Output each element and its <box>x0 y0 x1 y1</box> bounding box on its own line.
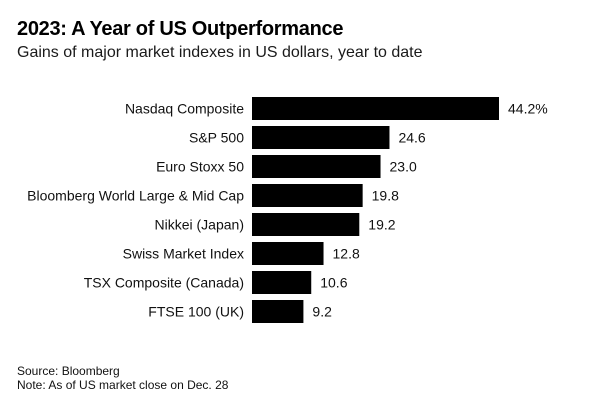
bar <box>252 213 360 236</box>
category-label: Swiss Market Index <box>123 246 244 262</box>
chart-subtitle: Gains of major market indexes in US doll… <box>17 44 423 61</box>
bar <box>252 97 499 120</box>
value-label: 19.8 <box>372 188 399 204</box>
category-label: TSX Composite (Canada) <box>84 275 244 291</box>
chart-title: 2023: A Year of US Outperformance <box>17 18 344 40</box>
bar <box>252 242 324 265</box>
value-label: 44.2% <box>508 101 548 117</box>
category-label: FTSE 100 (UK) <box>148 304 244 320</box>
category-label: S&P 500 <box>189 130 244 146</box>
category-label: Nasdaq Composite <box>125 101 244 117</box>
footnote: Note: As of US market close on Dec. 28 <box>17 378 229 392</box>
source-note: Source: Bloomberg <box>17 364 120 378</box>
value-label: 19.2 <box>368 217 395 233</box>
value-label: 12.8 <box>333 246 360 262</box>
bar <box>252 271 312 294</box>
bar <box>252 300 304 323</box>
bar <box>252 184 363 207</box>
category-label: Euro Stoxx 50 <box>156 159 244 175</box>
category-label: Nikkei (Japan) <box>155 217 244 233</box>
value-label: 24.6 <box>398 130 425 146</box>
bar <box>252 155 381 178</box>
value-label: 9.2 <box>312 304 332 320</box>
bar <box>252 126 390 149</box>
category-label: Bloomberg World Large & Mid Cap <box>27 188 244 204</box>
value-label: 10.6 <box>320 275 347 291</box>
value-label: 23.0 <box>390 159 417 175</box>
